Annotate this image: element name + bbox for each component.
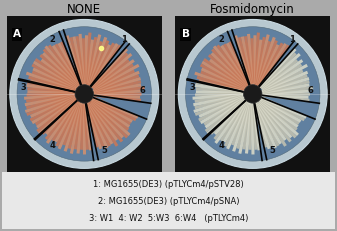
Text: 1: 1 [121, 35, 127, 44]
Text: 1: MG1655(DE3) (pTLYCm4/pSTV28): 1: MG1655(DE3) (pTLYCm4/pSTV28) [93, 180, 244, 189]
Circle shape [178, 19, 327, 168]
Text: 3: 3 [189, 83, 195, 92]
Text: 4: 4 [218, 141, 224, 150]
Circle shape [244, 85, 262, 103]
Text: 5: 5 [101, 146, 107, 155]
Text: 4: 4 [50, 141, 56, 150]
Text: 3: 3 [21, 83, 27, 92]
Title: NONE: NONE [67, 3, 101, 16]
Text: 5: 5 [270, 146, 275, 155]
Text: A: A [13, 29, 21, 39]
Circle shape [186, 27, 320, 161]
Text: B: B [182, 29, 190, 39]
Circle shape [75, 85, 93, 103]
Text: 2: 2 [50, 35, 56, 44]
Text: 2: 2 [218, 35, 224, 44]
Text: 2: MG1655(DE3) (pTLYCm4/pSNA): 2: MG1655(DE3) (pTLYCm4/pSNA) [98, 197, 239, 206]
Circle shape [17, 27, 151, 161]
Text: 6: 6 [308, 86, 314, 95]
Circle shape [10, 19, 159, 168]
Text: 3: W1  4: W2  5:W3  6:W4   (pTLYCm4): 3: W1 4: W2 5:W3 6:W4 (pTLYCm4) [89, 214, 248, 223]
Text: 1: 1 [289, 35, 295, 44]
Title: Fosmidomycin: Fosmidomycin [210, 3, 295, 16]
Text: 6: 6 [139, 86, 145, 95]
